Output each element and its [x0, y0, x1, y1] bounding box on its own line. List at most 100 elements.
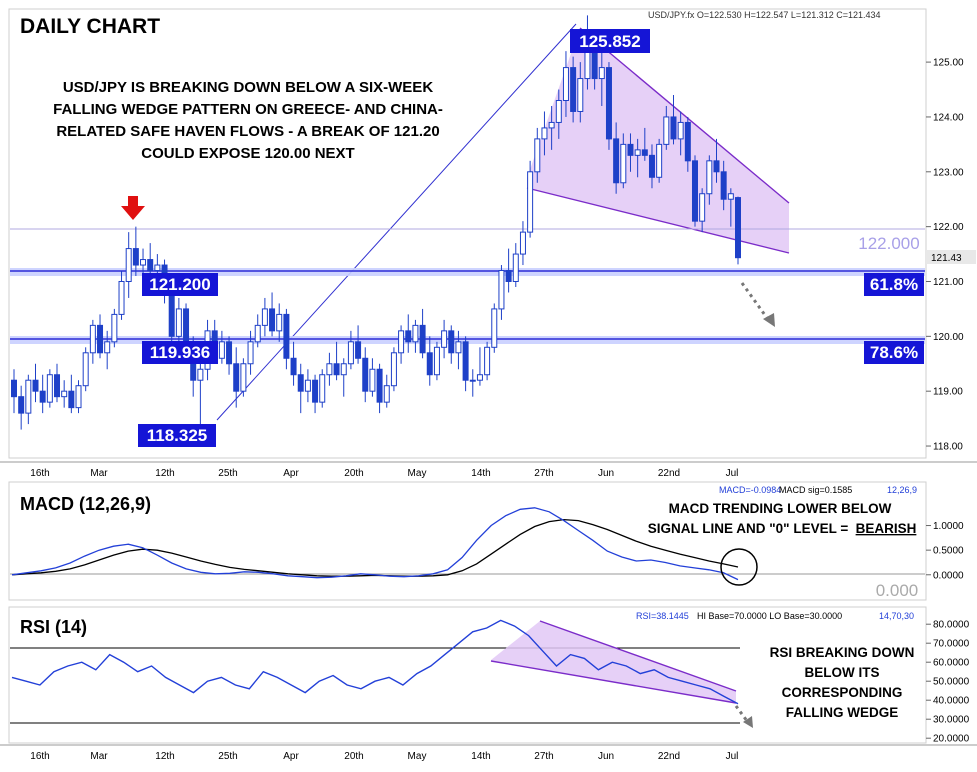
candle-body [570, 67, 577, 112]
x-tick-label: 25th [218, 468, 237, 479]
candle-body [491, 308, 498, 348]
candle-body [89, 324, 96, 354]
candle-body [476, 374, 483, 381]
candle-body [426, 352, 433, 376]
macd-title: MACD (12,26,9) [20, 494, 151, 514]
candle-body [383, 385, 390, 403]
macd-readout-value: MACD=-0.0984 [719, 485, 781, 495]
candle-body [663, 116, 670, 145]
macd-y-axis: 1.0000 0.5000 0.0000 [926, 521, 964, 581]
candle-body [261, 308, 268, 326]
annotation-line-4: COULD EXPOSE 120.00 NEXT [141, 145, 354, 162]
candle-body [555, 99, 562, 123]
candle-body [548, 121, 555, 129]
fib786-pct-label: 78.6% [870, 343, 918, 362]
rsi-projection-head-icon [743, 716, 753, 728]
candle-body [648, 154, 655, 178]
candle-body [61, 390, 68, 398]
candle-body [197, 368, 204, 381]
low-level-box [138, 424, 216, 447]
candle-body [111, 313, 118, 343]
candle-body [276, 313, 283, 332]
candle-body [598, 67, 605, 80]
candle-body [218, 341, 225, 359]
macd-line [11, 507, 739, 581]
annotation-line-2: FALLING WEDGE PATTERN ON GREECE- AND CHI… [53, 101, 443, 118]
rsi-annotation: RSI BREAKING DOWN BELOW ITS CORRESPONDIN… [770, 645, 915, 720]
fib618-pct-box [864, 273, 924, 296]
x-tick-label-bottom: May [408, 751, 427, 762]
candle-body [641, 149, 648, 156]
rsi-readout-value: RSI=38.1445 [636, 611, 689, 621]
candle-body [18, 396, 25, 414]
low-level-label: 118.325 [147, 426, 208, 445]
rsi-readout-params: 14,70,30 [879, 611, 914, 621]
rsi-annotation-line-3: CORRESPONDING [782, 685, 903, 700]
candle-body [39, 390, 46, 403]
x-tick-label-bottom: Jun [598, 751, 614, 762]
macd-panel: MACD (12,26,9) MACD=-0.0984 MACD sig=0.1… [8, 481, 927, 601]
rsi-y-tick-label: 30.0000 [933, 715, 970, 726]
candle-body [75, 385, 82, 409]
candle-body [498, 270, 505, 310]
x-tick-label: 16th [30, 468, 49, 479]
x-tick-label: Mar [90, 468, 108, 479]
candle-body [484, 346, 491, 376]
macd-readout-signal: MACD sig=0.1585 [779, 485, 852, 495]
candle-body [691, 160, 698, 222]
projection-arrow-head-icon [763, 313, 775, 327]
rsi-annotation-line-1: RSI BREAKING DOWN [770, 645, 915, 660]
macd-y-tick-label: 1.0000 [933, 521, 964, 532]
x-tick-label: Jul [726, 468, 739, 479]
x-axis: 16th Mar 12th 25th Apr 20th May 14th 27th Jun 22nd… [0, 461, 977, 479]
rsi-y-tick-label: 60.0000 [933, 658, 970, 669]
candle-body [620, 143, 627, 184]
chart-title: DAILY CHART [20, 15, 160, 38]
candle-body [54, 374, 61, 398]
fib-618-band [10, 268, 925, 276]
x-tick-label: 20th [344, 468, 363, 479]
y-tick-label: 125.00 [933, 58, 964, 69]
fib-786-band [10, 336, 925, 344]
last-price-label: 121.43 [931, 253, 962, 264]
candle-body [140, 259, 147, 266]
candle-body [562, 67, 569, 101]
candle-body [441, 330, 448, 348]
candle-body [340, 363, 347, 376]
main-y-axis: 121.43 125.00 124.00 123.00 122.00 121.00 120… [926, 58, 976, 453]
candle-body [656, 143, 663, 178]
candle-body [283, 313, 290, 359]
candle-body [254, 324, 261, 343]
x-tick-label: Apr [283, 468, 299, 479]
candle-body [390, 352, 397, 387]
fib786-pct-box [864, 341, 924, 364]
wedge-upper-line [579, 27, 790, 204]
x-tick-label-bottom: 20th [344, 751, 363, 762]
candle-body [11, 379, 17, 398]
candle-body [727, 193, 734, 200]
candlestick-series [11, 15, 741, 430]
x-tick-label-bottom: 25th [218, 751, 237, 762]
candle-body [68, 390, 75, 409]
candle-body [147, 259, 154, 272]
x-tick-label-bottom: 16th [30, 751, 49, 762]
candle-body [720, 171, 727, 200]
candle-body [613, 138, 620, 184]
macd-annotation-line-2: SIGNAL LINE AND "0" LEVEL = [648, 521, 849, 536]
macd-annotation: MACD TRENDING LOWER BELOW SIGNAL LINE AN… [648, 501, 917, 536]
x-tick-label-bottom: 12th [155, 751, 174, 762]
y-tick-label: 122.00 [933, 222, 964, 233]
candle-body [735, 197, 741, 259]
x-tick-label-bottom: 14th [471, 751, 490, 762]
fib618-pct-label: 61.8% [870, 275, 918, 294]
rsi-projection-line [734, 705, 749, 722]
candle-body [312, 379, 319, 403]
rsi-y-tick-label: 40.0000 [933, 696, 970, 707]
candle-body [512, 253, 519, 282]
candle-body [347, 341, 354, 365]
high-level-box [570, 29, 650, 53]
annotation-line-3: RELATED SAFE HAVEN FLOWS - A BREAK OF 12… [56, 123, 439, 140]
x-tick-label-bottom: Mar [90, 751, 108, 762]
x-tick-label: May [408, 468, 427, 479]
